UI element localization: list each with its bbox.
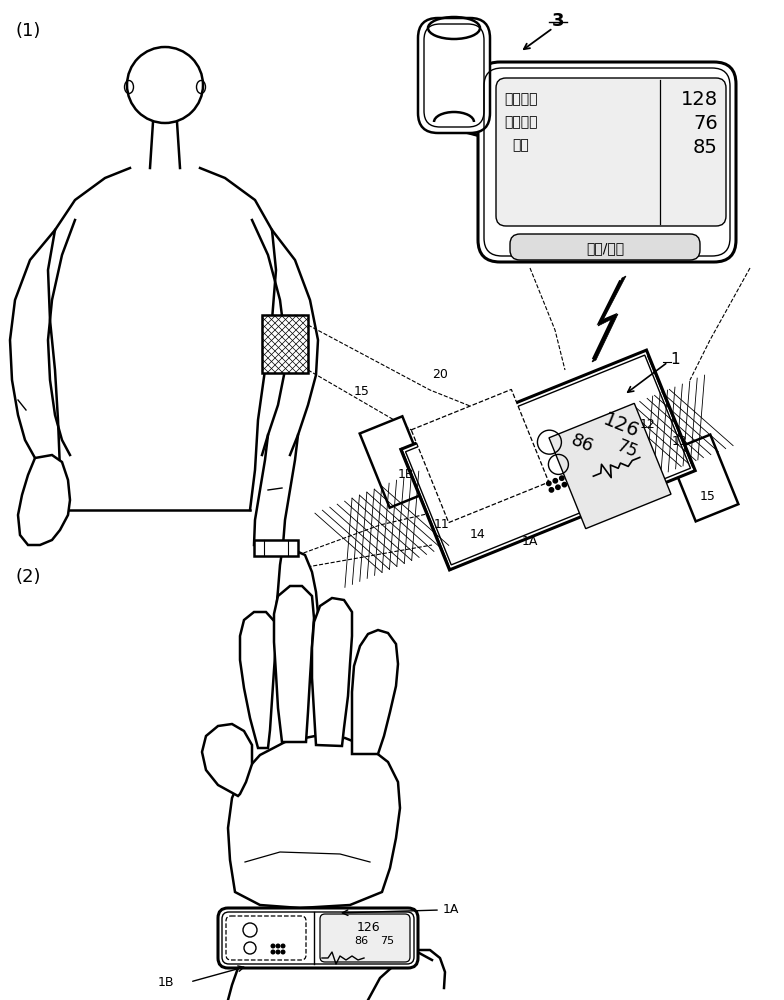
Polygon shape xyxy=(276,545,318,635)
Text: 脉搋: 脉搋 xyxy=(512,138,528,152)
Text: 最低血压: 最低血压 xyxy=(504,115,538,129)
Polygon shape xyxy=(592,276,626,362)
Text: 3: 3 xyxy=(552,12,564,30)
Polygon shape xyxy=(18,455,70,545)
Polygon shape xyxy=(668,435,739,521)
Polygon shape xyxy=(312,598,352,746)
Text: 20: 20 xyxy=(432,368,448,381)
Text: 128: 128 xyxy=(681,90,718,109)
Polygon shape xyxy=(274,586,314,742)
Circle shape xyxy=(550,488,554,492)
Text: 1B: 1B xyxy=(158,976,175,989)
Bar xyxy=(262,315,308,373)
FancyBboxPatch shape xyxy=(218,908,418,968)
Text: 15: 15 xyxy=(354,385,370,398)
Circle shape xyxy=(562,482,567,487)
Polygon shape xyxy=(228,736,400,908)
Text: 126: 126 xyxy=(356,921,379,934)
Circle shape xyxy=(546,481,551,486)
Polygon shape xyxy=(549,403,671,529)
Text: 75: 75 xyxy=(614,437,640,462)
Polygon shape xyxy=(202,724,252,796)
FancyBboxPatch shape xyxy=(320,914,410,962)
Circle shape xyxy=(276,950,280,954)
Text: 14: 14 xyxy=(470,528,486,541)
Circle shape xyxy=(556,485,560,489)
Text: 86: 86 xyxy=(354,936,368,946)
Polygon shape xyxy=(240,612,276,748)
Text: 12: 12 xyxy=(640,418,655,431)
Text: 86: 86 xyxy=(568,431,597,457)
Text: 1: 1 xyxy=(670,352,680,367)
Circle shape xyxy=(560,476,564,480)
Polygon shape xyxy=(360,416,432,508)
Text: 1A: 1A xyxy=(522,535,538,548)
Text: 开始/结束: 开始/结束 xyxy=(586,241,624,255)
Circle shape xyxy=(554,479,557,483)
FancyBboxPatch shape xyxy=(478,62,736,262)
Circle shape xyxy=(281,944,285,948)
Text: (1): (1) xyxy=(15,22,40,40)
Bar xyxy=(254,540,298,556)
Text: 85: 85 xyxy=(693,138,718,157)
Text: 76: 76 xyxy=(693,114,718,133)
FancyBboxPatch shape xyxy=(496,78,726,226)
FancyBboxPatch shape xyxy=(510,234,700,260)
Text: 1B: 1B xyxy=(398,468,415,481)
Circle shape xyxy=(271,944,275,948)
Text: (2): (2) xyxy=(15,568,41,586)
Polygon shape xyxy=(352,630,398,754)
Polygon shape xyxy=(411,389,549,523)
Text: 75: 75 xyxy=(380,936,394,946)
Text: 15: 15 xyxy=(700,490,716,503)
Circle shape xyxy=(281,950,285,954)
Polygon shape xyxy=(401,350,695,570)
Text: 11: 11 xyxy=(434,518,450,531)
FancyBboxPatch shape xyxy=(418,18,490,133)
Text: 126: 126 xyxy=(600,411,641,442)
Text: 13: 13 xyxy=(672,435,688,448)
Circle shape xyxy=(276,944,280,948)
Text: 最高血压: 最高血压 xyxy=(504,92,538,106)
Text: 1A: 1A xyxy=(443,903,459,916)
Circle shape xyxy=(271,950,275,954)
